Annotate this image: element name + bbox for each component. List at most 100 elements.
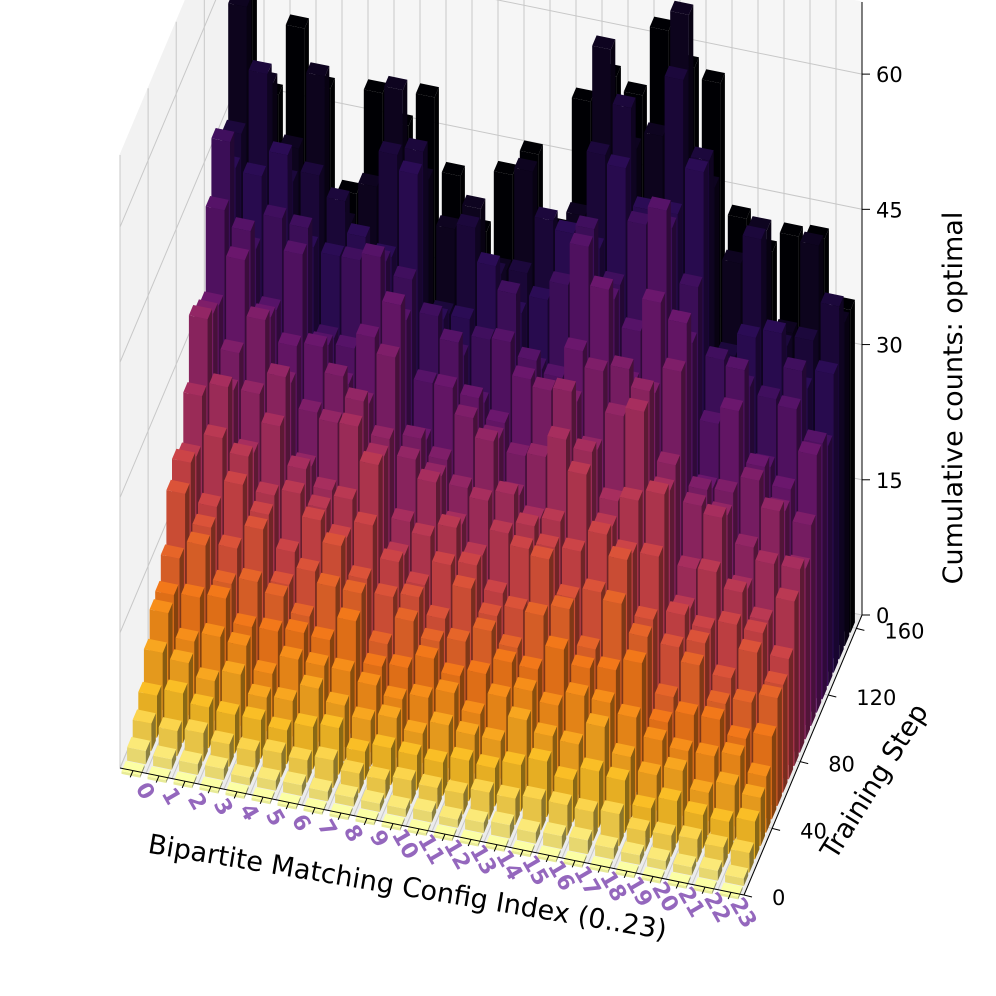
bar-top <box>325 691 349 706</box>
y-tick-mark <box>800 761 809 765</box>
bar-side <box>452 828 457 842</box>
bar-top <box>662 357 686 372</box>
bar-side <box>587 830 593 855</box>
bar-top <box>619 486 643 501</box>
x-tick-mark <box>181 781 186 789</box>
bar <box>595 834 619 860</box>
bar-side <box>177 720 182 757</box>
bar-top <box>604 402 628 417</box>
bar-top <box>573 438 597 453</box>
bar-front <box>673 863 692 876</box>
bar-top <box>533 722 557 737</box>
bar-top <box>663 756 687 771</box>
bar-front <box>283 781 302 797</box>
bar <box>153 745 177 770</box>
bar-top <box>231 763 255 778</box>
bar-side <box>426 822 431 836</box>
bar-top <box>448 474 472 489</box>
bar <box>361 789 385 812</box>
bar-top <box>660 633 684 648</box>
bar-top <box>741 783 765 798</box>
bar-top <box>372 734 396 749</box>
bar-side <box>307 750 312 783</box>
x-tick-mark <box>415 828 420 836</box>
bar-side <box>359 763 364 794</box>
bar-top <box>586 141 610 156</box>
bar-side <box>255 741 260 773</box>
bar-top <box>318 408 342 423</box>
bar-top <box>775 587 799 602</box>
bar-side <box>509 814 515 839</box>
bar-top <box>169 649 193 664</box>
bar-top <box>498 634 522 649</box>
bar-top <box>569 232 593 247</box>
bar-top <box>198 492 222 507</box>
bar-top <box>740 466 764 481</box>
x-tick-label: 23 <box>724 894 761 933</box>
bar-top <box>450 746 474 761</box>
bar-top <box>692 614 716 629</box>
bar-top <box>444 779 468 794</box>
bar-top <box>564 337 588 352</box>
bar-side <box>411 770 416 804</box>
bar-top <box>346 737 370 752</box>
bar-top <box>753 722 777 737</box>
bar-front <box>179 760 198 775</box>
bar-top <box>255 481 279 496</box>
bar-top <box>571 654 595 669</box>
bar-top <box>491 328 515 343</box>
bar-top <box>684 801 708 816</box>
bar-side <box>379 793 385 812</box>
bar-top <box>344 387 368 402</box>
bar-top <box>428 446 452 461</box>
bar-top <box>153 745 177 760</box>
bar-top <box>539 691 563 706</box>
bar-top <box>451 305 475 320</box>
bar-top <box>347 223 371 238</box>
bar-front <box>543 832 562 850</box>
x-tick-mark <box>311 807 316 815</box>
bar-top <box>670 0 694 15</box>
bar-front <box>153 755 172 770</box>
bar-top <box>452 574 476 589</box>
bar-side <box>197 754 203 775</box>
bar-top <box>591 689 615 704</box>
bar-top <box>406 571 430 586</box>
bar-top <box>322 532 346 547</box>
bar-top <box>723 578 747 593</box>
bar-top <box>240 379 264 395</box>
x-tick-mark <box>441 833 446 842</box>
y-tick-mark <box>828 694 837 698</box>
bar-front <box>491 821 510 839</box>
bar-side <box>613 838 619 860</box>
bar-top <box>565 682 589 697</box>
bar-top <box>495 480 519 495</box>
y-tick-mark <box>743 894 753 898</box>
bar <box>179 750 203 775</box>
bar-top <box>477 252 501 267</box>
bar-top <box>270 570 294 585</box>
axis-lines <box>119 2 863 896</box>
bar-top <box>175 627 199 642</box>
x-tick-label: 1 <box>156 784 185 810</box>
bar-top <box>298 398 322 413</box>
bar-top <box>257 766 281 781</box>
bar <box>444 779 468 815</box>
x-tick-mark <box>389 823 394 831</box>
bar-top <box>357 671 381 686</box>
x-tick-mark <box>649 876 654 884</box>
bar-top <box>420 627 444 642</box>
bar-side <box>755 811 760 860</box>
bar-top <box>320 714 344 729</box>
bar-top <box>704 833 728 848</box>
bar-side <box>437 777 442 810</box>
bar-top <box>384 75 408 91</box>
bar-top <box>481 727 505 742</box>
bar-top <box>714 478 738 493</box>
bar-top <box>647 846 671 862</box>
bar-top <box>331 657 355 672</box>
bar-top <box>689 778 713 793</box>
bar-side <box>203 722 208 762</box>
x-tick-mark <box>623 870 628 879</box>
